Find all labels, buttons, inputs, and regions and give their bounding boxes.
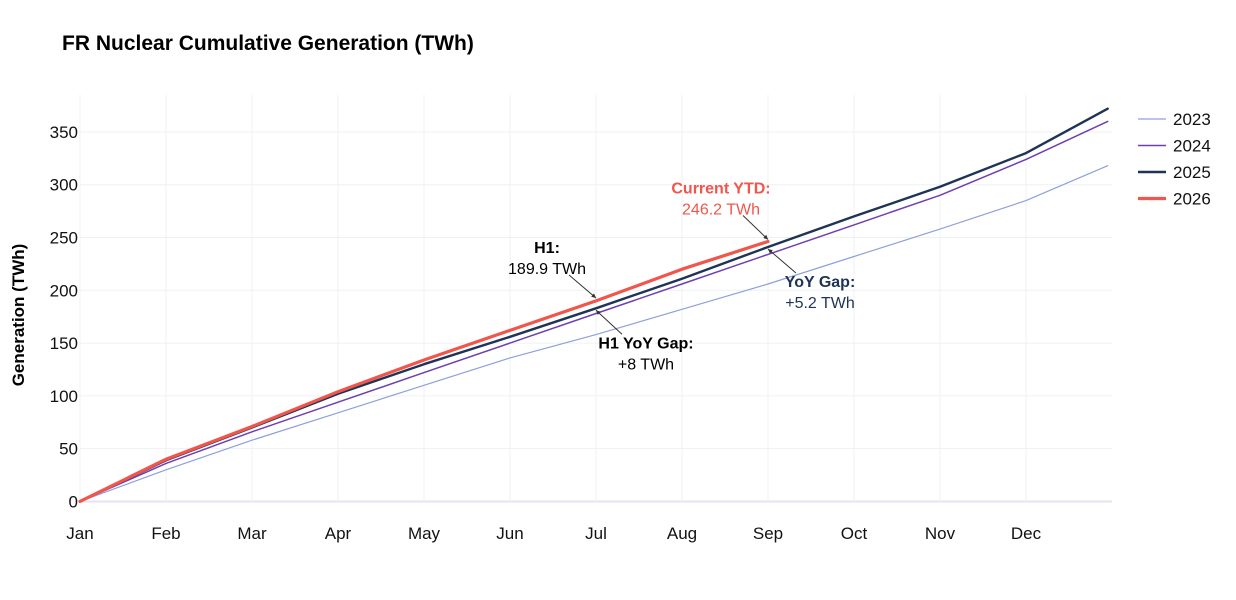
legend: 2023 2024 2025 2026 (1138, 110, 1211, 209)
annotation-title: Current YTD: (671, 181, 770, 198)
annotation: H1 YoY Gap: +8 TWh (595, 309, 694, 373)
annotation-title: H1 YoY Gap: (598, 335, 693, 352)
annotation-value: +5.2 TWh (785, 295, 855, 312)
annotation-title: H1: (534, 240, 560, 257)
annotation-arrow (742, 215, 769, 240)
annotation-value: 189.9 TWh (508, 261, 586, 278)
chart-title: FR Nuclear Cumulative Generation (TWh) (62, 32, 474, 55)
annotation-value: 246.2 TWh (682, 202, 760, 219)
annotation: H1: 189.9 TWh (508, 240, 597, 299)
x-tick-label: Mar (237, 524, 267, 543)
y-tick-label: 300 (50, 176, 78, 195)
annotations: H1: 189.9 TWh H1 YoY Gap: +8 TWh Current YTD… (508, 181, 855, 374)
x-tick-label: Feb (151, 524, 180, 543)
annotation-arrowhead (763, 234, 768, 240)
y-axis-label: Generation (TWh) (9, 244, 28, 387)
x-tick-label: May (408, 524, 441, 543)
series-lines (78, 107, 1109, 503)
annotation: YoY Gap: +5.2 TWh (767, 248, 856, 312)
annotation-title: YoY Gap: (785, 274, 856, 291)
x-tick-label: Jul (585, 524, 607, 543)
y-tick-label: 250 (50, 229, 78, 248)
annotation-arrowhead (596, 310, 601, 315)
annotation-arrowhead (591, 293, 596, 298)
x-tick-label: Aug (667, 524, 697, 543)
series-line-2024 (79, 120, 1109, 503)
x-tick-label: Nov (925, 524, 956, 543)
y-tick-label: 150 (50, 334, 78, 353)
legend-label-2026: 2026 (1173, 190, 1211, 209)
legend-label-2024: 2024 (1173, 137, 1211, 156)
x-axis-ticks: Jan Feb Mar Apr May Jun Jul Aug Sep Oct Nov Dec (66, 524, 1041, 543)
series-line-2026 (78, 239, 770, 503)
y-tick-label: 0 (69, 492, 78, 511)
x-tick-label: Dec (1011, 524, 1042, 543)
annotation-arrow (767, 248, 797, 274)
y-tick-label: 50 (59, 440, 78, 459)
annotation-value: +8 TWh (618, 356, 674, 373)
y-tick-label: 200 (50, 281, 78, 300)
x-tick-label: Apr (325, 524, 352, 543)
annotation-arrowhead (768, 249, 773, 254)
annotation: Current YTD: 246.2 TWh (671, 181, 771, 240)
series-line-2025 (78, 107, 1109, 503)
x-tick-label: Sep (753, 524, 783, 543)
series-line-2023 (79, 165, 1109, 502)
annotation-arrow (595, 309, 623, 335)
y-tick-label: 350 (50, 123, 78, 142)
grid (79, 95, 1112, 503)
y-tick-label: 100 (50, 387, 78, 406)
x-tick-label: Jun (496, 524, 523, 543)
legend-label-2023: 2023 (1173, 110, 1211, 129)
x-tick-label: Jan (66, 524, 93, 543)
x-tick-label: Oct (841, 524, 868, 543)
annotation-arrow (568, 274, 597, 299)
legend-label-2025: 2025 (1173, 163, 1211, 182)
y-axis-ticks: 0 50 100 150 200 250 300 350 (50, 123, 78, 511)
